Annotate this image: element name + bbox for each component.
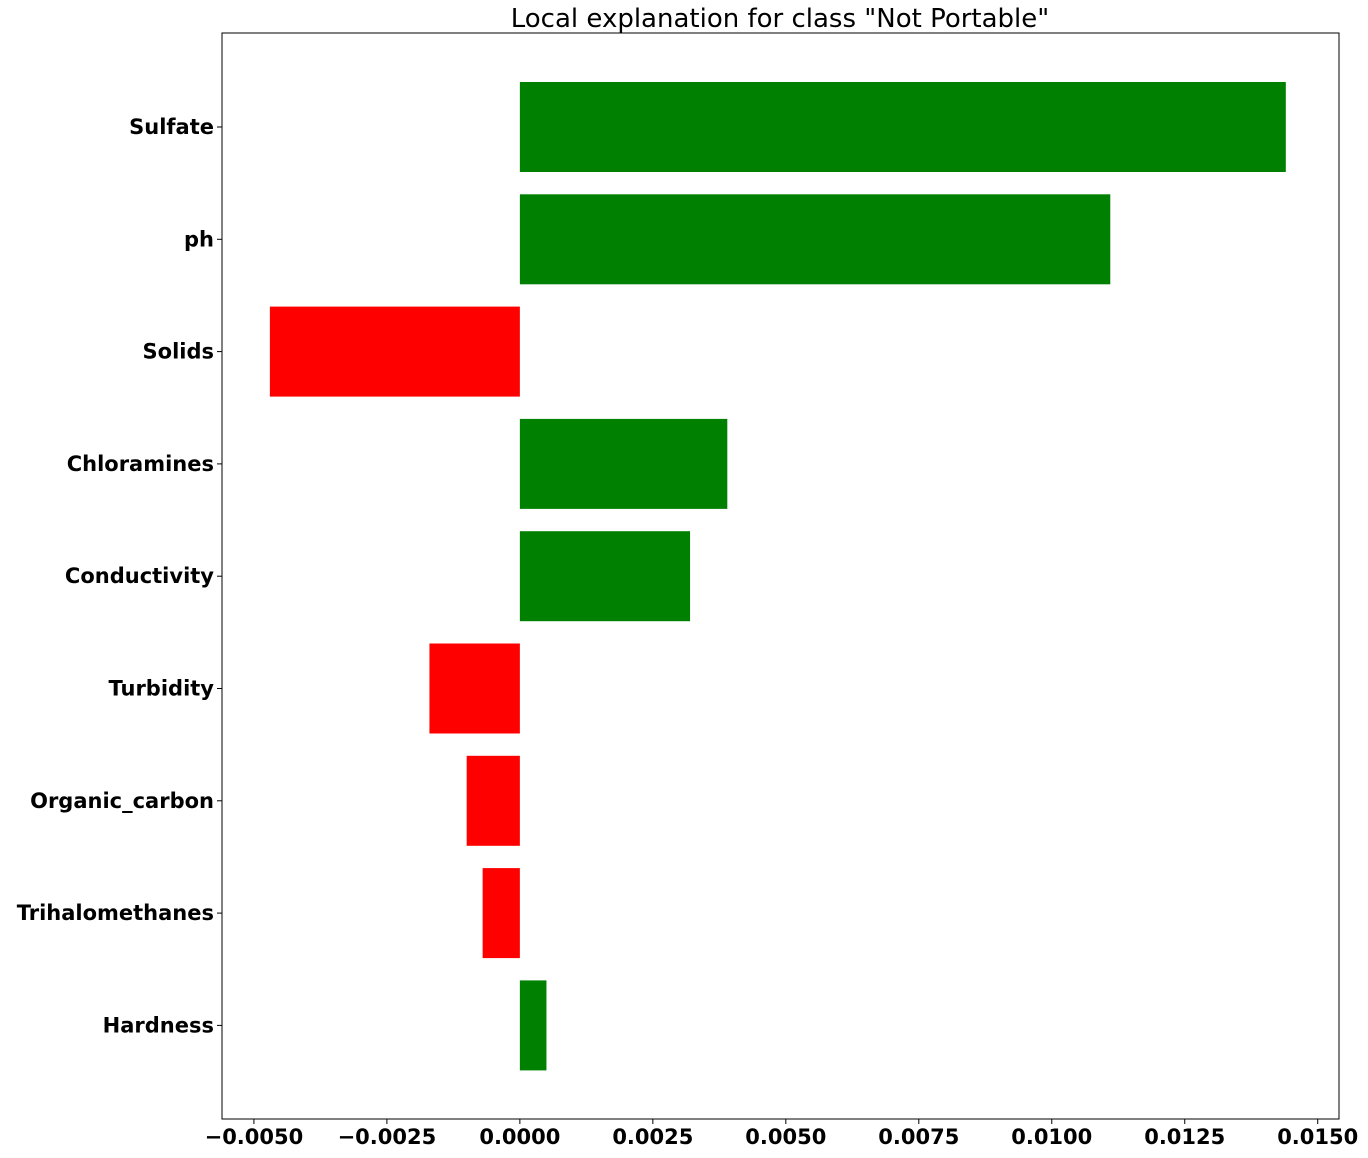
x-tick-label: 0.0150 <box>1277 1125 1358 1149</box>
x-tick-label: 0.0100 <box>1011 1125 1092 1149</box>
y-tick-label: Trihalomethanes <box>17 901 214 925</box>
bar-solids <box>269 306 520 397</box>
x-tick-label: −0.0025 <box>338 1125 437 1149</box>
y-tick-label: Conductivity <box>65 564 214 588</box>
x-tick-label: 0.0025 <box>612 1125 693 1149</box>
bar-ph <box>519 194 1111 285</box>
bar-organic-carbon <box>466 755 520 846</box>
y-axis: Sulfate ph Solids Chloramines Conductivity Tu… <box>17 115 222 1037</box>
x-tick-label: −0.0050 <box>205 1125 304 1149</box>
y-tick-label: Hardness <box>103 1013 214 1037</box>
chart-title: Local explanation for class "Not Portabl… <box>511 4 1049 34</box>
y-tick-label: Chloramines <box>67 452 214 476</box>
y-tick-label: Organic_carbon <box>30 789 214 813</box>
x-tick-label: 0.0050 <box>745 1125 826 1149</box>
x-axis: −0.0050 −0.0025 0.0000 0.0025 0.0050 0.0075 0.… <box>205 1119 1358 1149</box>
bar-turbidity <box>429 643 520 734</box>
x-tick-label: 0.0000 <box>479 1125 560 1149</box>
y-tick-label: Turbidity <box>108 677 214 701</box>
bar-chloramines <box>519 418 728 509</box>
y-tick-label: Solids <box>143 340 214 364</box>
bar-sulfate <box>519 82 1286 172</box>
y-tick-label: Sulfate <box>129 115 214 139</box>
x-tick-label: 0.0125 <box>1144 1125 1225 1149</box>
y-tick-label: ph <box>184 227 214 251</box>
bar-conductivity <box>519 531 691 622</box>
bars-layer <box>269 82 1286 1071</box>
bar-hardness <box>519 980 547 1071</box>
x-tick-label: 0.0075 <box>878 1125 959 1149</box>
bar-trihalomethanes <box>482 868 520 959</box>
